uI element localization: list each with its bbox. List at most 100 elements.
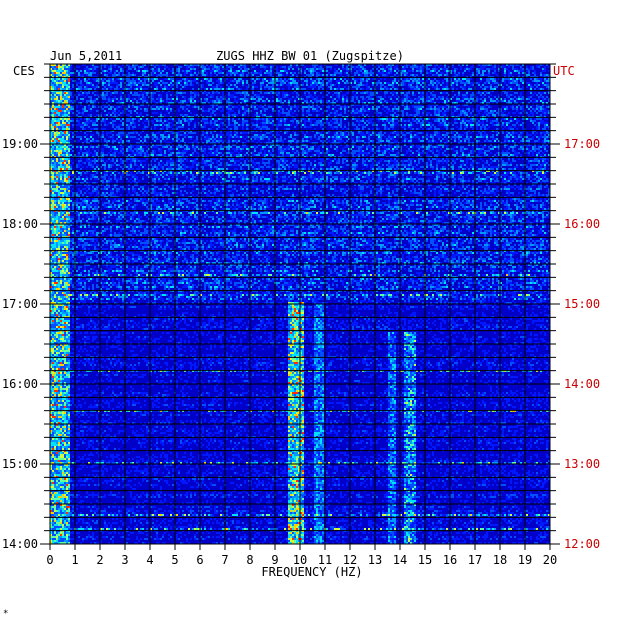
heatmap-cell <box>384 86 386 88</box>
heatmap-cell <box>214 114 216 116</box>
heatmap-cell <box>278 84 280 86</box>
heatmap-cell <box>480 110 482 112</box>
heatmap-cell <box>136 132 138 134</box>
heatmap-cell <box>216 100 218 102</box>
heatmap-cell <box>336 72 338 74</box>
heatmap-cell <box>122 98 124 100</box>
heatmap-cell <box>434 128 436 130</box>
heatmap-cell <box>464 120 466 122</box>
heatmap-cell <box>328 122 330 124</box>
heatmap-cell <box>270 68 272 70</box>
heatmap-cell <box>86 122 88 124</box>
heatmap-cell <box>252 118 254 120</box>
heatmap-cell <box>132 82 134 84</box>
heatmap-cell <box>176 98 178 100</box>
heatmap-cell <box>518 78 520 80</box>
heatmap-cell <box>540 94 542 96</box>
heatmap-cell <box>154 72 156 74</box>
heatmap-cell <box>346 82 348 84</box>
heatmap-cell <box>520 88 522 90</box>
heatmap-cell <box>362 110 364 112</box>
heatmap-cell <box>332 84 334 86</box>
heatmap-cell <box>542 70 544 72</box>
heatmap-cell <box>304 94 306 96</box>
heatmap-cell <box>160 98 162 100</box>
heatmap-cell <box>412 94 414 96</box>
heatmap-cell <box>414 80 416 82</box>
heatmap-cell <box>132 128 134 130</box>
heatmap-cell <box>506 84 508 86</box>
heatmap-cell <box>190 72 192 74</box>
heatmap-cell <box>226 74 228 76</box>
heatmap-cell <box>356 88 358 90</box>
heatmap-cell <box>396 132 398 134</box>
heatmap-cell <box>406 92 408 94</box>
heatmap-cell <box>188 100 190 102</box>
heatmap-cell <box>358 120 360 122</box>
heatmap-cell <box>544 68 546 70</box>
heatmap-cell <box>304 66 306 68</box>
heatmap-cell <box>482 124 484 126</box>
heatmap-cell <box>122 118 124 120</box>
heatmap-cell <box>504 92 506 94</box>
heatmap-cell <box>420 98 422 100</box>
heatmap-cell <box>366 70 368 72</box>
heatmap-cell <box>372 84 374 86</box>
heatmap-cell <box>544 110 546 112</box>
heatmap-cell <box>408 132 410 134</box>
heatmap-cell <box>282 84 284 86</box>
heatmap-cell <box>166 124 168 126</box>
heatmap-cell <box>172 120 174 122</box>
heatmap-cell <box>178 126 180 128</box>
heatmap-cell <box>516 110 518 112</box>
heatmap-cell <box>60 112 62 114</box>
heatmap-cell <box>346 128 348 130</box>
heatmap-cell <box>130 100 132 102</box>
heatmap-cell <box>78 70 80 72</box>
heatmap-cell <box>320 68 322 70</box>
heatmap-cell <box>276 70 278 72</box>
heatmap-cell <box>272 66 274 68</box>
heatmap-cell <box>138 96 140 98</box>
heatmap-cell <box>84 72 86 74</box>
heatmap-cell <box>362 66 364 68</box>
heatmap-cell <box>354 72 356 74</box>
heatmap-cell <box>504 66 506 68</box>
heatmap-cell <box>336 114 338 116</box>
heatmap-cell <box>416 106 418 108</box>
heatmap-cell <box>514 88 516 90</box>
heatmap-cell <box>458 74 460 76</box>
heatmap-cell <box>468 98 470 100</box>
heatmap-cell <box>70 120 72 122</box>
heatmap-cell <box>152 98 154 100</box>
heatmap-cell <box>412 106 414 108</box>
heatmap-cell <box>408 80 410 82</box>
heatmap-cell <box>454 110 456 112</box>
heatmap-cell <box>482 88 484 90</box>
heatmap-cell <box>314 124 316 126</box>
heatmap-cell <box>464 98 466 100</box>
heatmap-cell <box>358 124 360 126</box>
heatmap-cell <box>142 94 144 96</box>
heatmap-cell <box>56 66 58 68</box>
heatmap-cell <box>396 110 398 112</box>
heatmap-cell <box>532 72 534 74</box>
heatmap-cell <box>418 110 420 112</box>
heatmap-cell <box>54 84 56 86</box>
heatmap-cell <box>88 96 90 98</box>
heatmap-cell <box>60 70 62 72</box>
heatmap-cell <box>284 70 286 72</box>
heatmap-cell <box>128 106 130 108</box>
heatmap-cell <box>256 126 258 128</box>
heatmap-cell <box>260 118 262 120</box>
heatmap-cell <box>542 108 544 110</box>
heatmap-cell <box>518 84 520 86</box>
heatmap-cell <box>108 68 110 70</box>
heatmap-cell <box>414 110 416 112</box>
heatmap-cell <box>458 92 460 94</box>
heatmap-cell <box>66 92 68 94</box>
heatmap-cell <box>404 100 406 102</box>
heatmap-cell <box>312 88 314 90</box>
heatmap-cell <box>294 118 296 120</box>
heatmap-cell <box>308 70 310 72</box>
